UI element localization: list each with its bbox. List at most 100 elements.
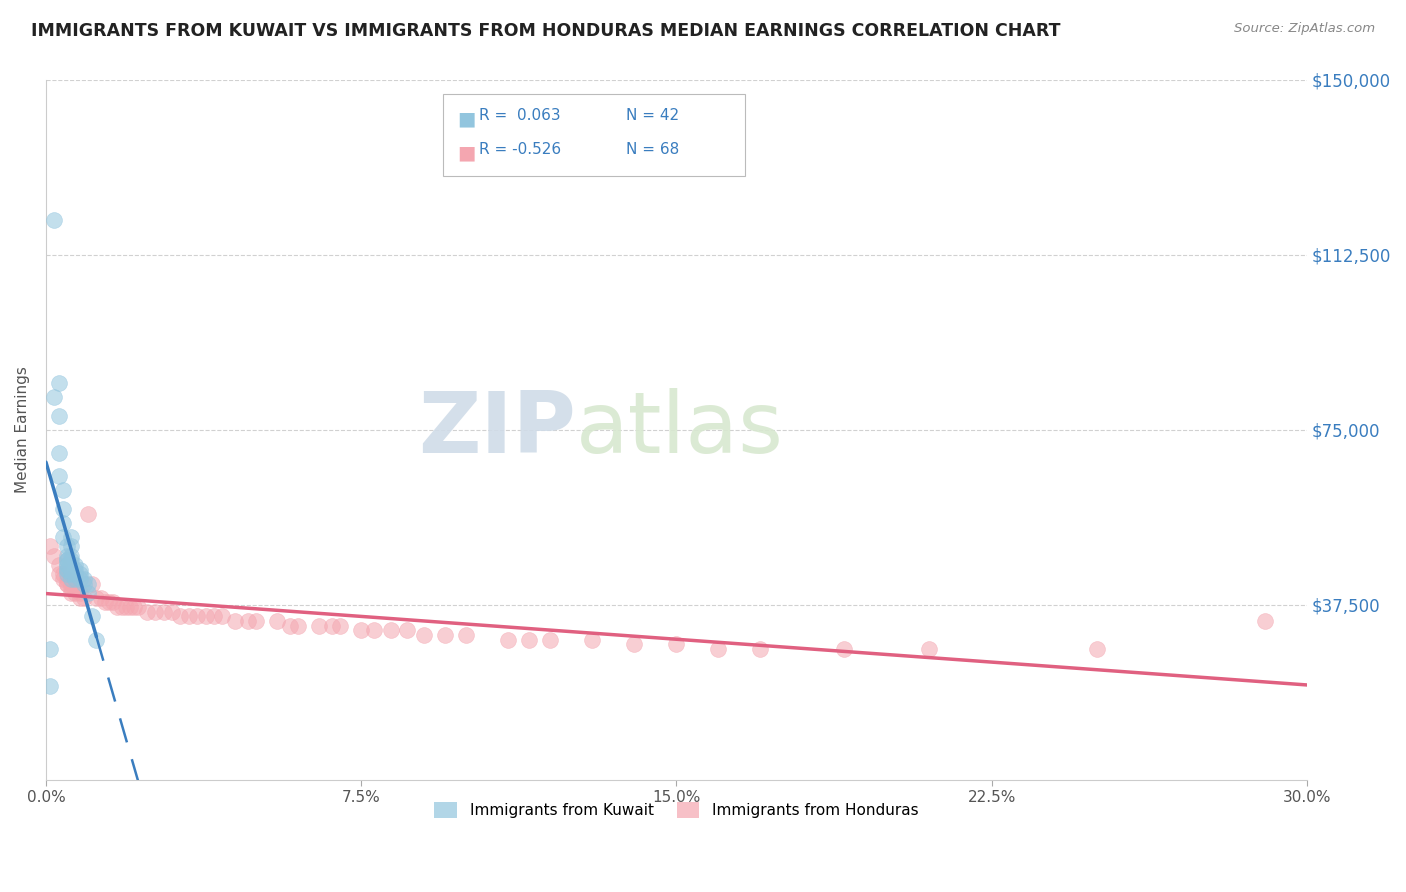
Point xyxy=(917,642,939,657)
Point xyxy=(73,576,96,591)
Point xyxy=(1254,614,1277,628)
Point xyxy=(122,600,145,615)
Text: R = -0.526: R = -0.526 xyxy=(479,142,561,157)
Point xyxy=(1085,642,1108,657)
Point xyxy=(60,582,83,596)
Legend: Immigrants from Kuwait, Immigrants from Honduras: Immigrants from Kuwait, Immigrants from … xyxy=(429,797,924,824)
Point xyxy=(329,618,352,632)
Point xyxy=(65,558,87,572)
Point xyxy=(94,595,117,609)
Point xyxy=(69,572,91,586)
Point xyxy=(623,637,645,651)
Point xyxy=(69,586,91,600)
Point xyxy=(308,618,330,632)
Point xyxy=(152,605,174,619)
Point xyxy=(287,618,309,632)
Text: R =  0.063: R = 0.063 xyxy=(479,108,561,123)
Point xyxy=(90,591,112,605)
Point xyxy=(169,609,191,624)
Point xyxy=(194,609,217,624)
Point xyxy=(60,540,83,554)
Point xyxy=(538,632,561,647)
Point xyxy=(48,446,70,460)
Point xyxy=(211,609,233,624)
Point xyxy=(52,502,75,516)
Point xyxy=(107,600,129,615)
Point xyxy=(69,563,91,577)
Point xyxy=(665,637,688,651)
Point xyxy=(98,595,121,609)
Point xyxy=(56,553,79,567)
Point xyxy=(60,572,83,586)
Point xyxy=(496,632,519,647)
Point xyxy=(114,600,136,615)
Point xyxy=(44,213,66,227)
Point xyxy=(39,642,62,657)
Point xyxy=(52,567,75,582)
Point xyxy=(86,591,108,605)
Text: N = 42: N = 42 xyxy=(626,108,679,123)
Point xyxy=(82,576,104,591)
Point xyxy=(396,624,419,638)
Point xyxy=(52,530,75,544)
Point xyxy=(65,572,87,586)
Point xyxy=(135,605,157,619)
Y-axis label: Median Earnings: Median Earnings xyxy=(15,367,30,493)
Point xyxy=(39,679,62,693)
Point xyxy=(56,558,79,572)
Point xyxy=(52,572,75,586)
Point xyxy=(517,632,540,647)
Point xyxy=(65,563,87,577)
Point xyxy=(186,609,208,624)
Point xyxy=(65,586,87,600)
Point xyxy=(56,563,79,577)
Point xyxy=(143,605,166,619)
Point xyxy=(118,600,141,615)
Point xyxy=(44,390,66,404)
Point xyxy=(266,614,288,628)
Point xyxy=(56,558,79,572)
Point xyxy=(82,609,104,624)
Point xyxy=(60,558,83,572)
Point xyxy=(581,632,603,647)
Point xyxy=(707,642,730,657)
Point xyxy=(77,586,100,600)
Point xyxy=(65,567,87,582)
Point xyxy=(749,642,772,657)
Text: atlas: atlas xyxy=(575,388,783,471)
Point xyxy=(60,530,83,544)
Point xyxy=(44,549,66,563)
Point xyxy=(56,540,79,554)
Text: Source: ZipAtlas.com: Source: ZipAtlas.com xyxy=(1234,22,1375,36)
Point xyxy=(56,576,79,591)
Point xyxy=(77,576,100,591)
Point xyxy=(52,483,75,498)
Point xyxy=(60,549,83,563)
Point xyxy=(73,572,96,586)
Point xyxy=(834,642,856,657)
Point xyxy=(60,576,83,591)
Point xyxy=(56,567,79,582)
Text: ■: ■ xyxy=(457,110,475,128)
Point xyxy=(177,609,200,624)
Point xyxy=(434,628,457,642)
Point xyxy=(65,582,87,596)
Point xyxy=(48,469,70,483)
Point xyxy=(69,567,91,582)
Point xyxy=(111,600,134,615)
Point xyxy=(160,605,183,619)
Point xyxy=(127,600,149,615)
Point xyxy=(73,591,96,605)
Text: ZIP: ZIP xyxy=(418,388,575,471)
Point xyxy=(69,591,91,605)
Point xyxy=(245,614,267,628)
Point xyxy=(363,624,385,638)
Point xyxy=(39,540,62,554)
Point xyxy=(48,409,70,423)
Point xyxy=(321,618,343,632)
Point xyxy=(60,553,83,567)
Point xyxy=(77,507,100,521)
Point xyxy=(56,576,79,591)
Point xyxy=(48,567,70,582)
Text: N = 68: N = 68 xyxy=(626,142,679,157)
